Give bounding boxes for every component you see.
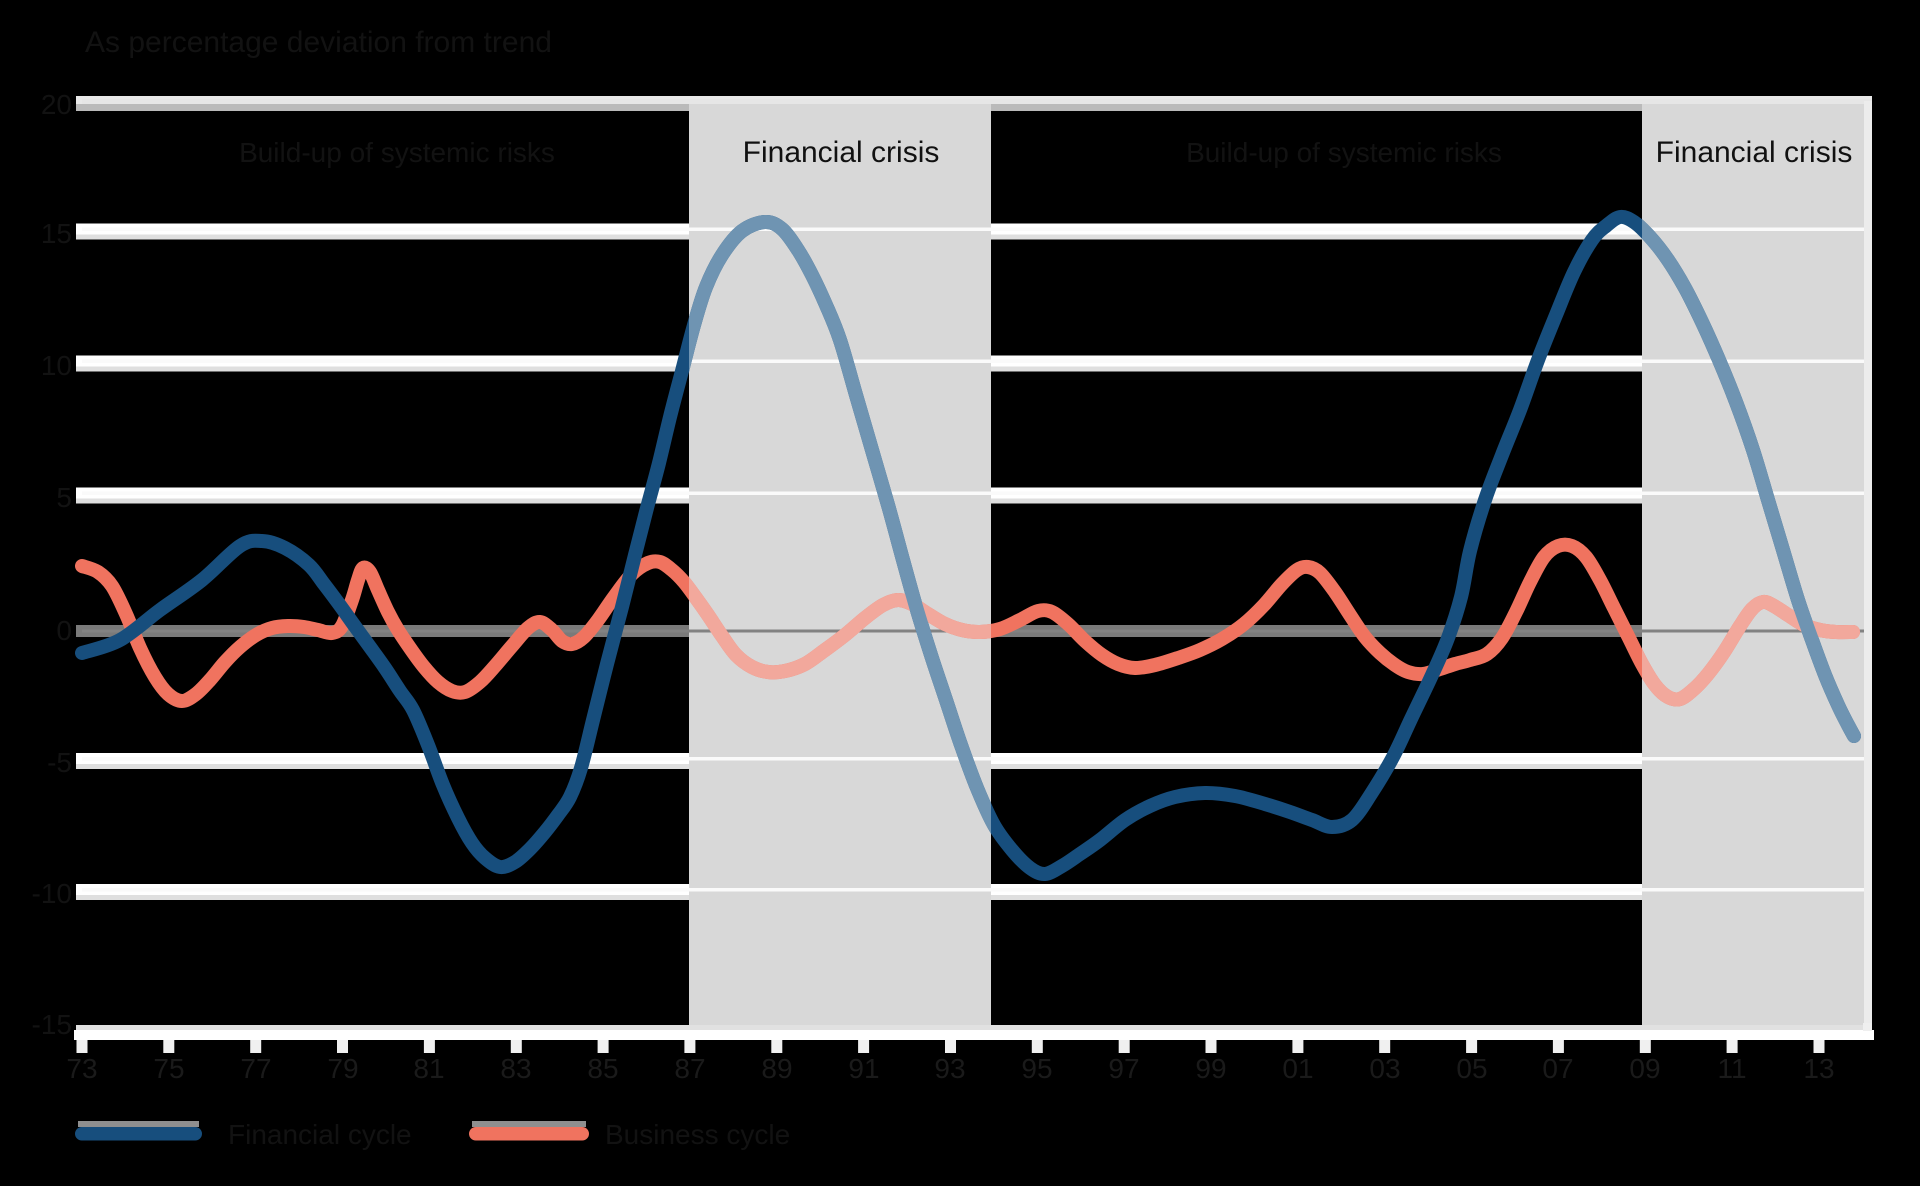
svg-text:Business cycle: Business cycle [605, 1119, 790, 1150]
svg-text:93: 93 [934, 1053, 965, 1084]
svg-text:01: 01 [1282, 1053, 1313, 1084]
svg-text:07: 07 [1542, 1053, 1573, 1084]
svg-text:Build-up of systemic risks: Build-up of systemic risks [239, 137, 555, 168]
svg-text:89: 89 [761, 1053, 792, 1084]
svg-text:15: 15 [41, 218, 72, 249]
svg-text:03: 03 [1369, 1053, 1400, 1084]
svg-text:81: 81 [413, 1053, 444, 1084]
svg-text:73: 73 [66, 1053, 97, 1084]
svg-text:Financial crisis: Financial crisis [743, 136, 940, 169]
svg-text:-15: -15 [32, 1009, 72, 1040]
svg-text:As percentage deviation from t: As percentage deviation from trend [85, 26, 552, 59]
svg-text:05: 05 [1456, 1053, 1487, 1084]
svg-text:5: 5 [56, 482, 72, 513]
svg-text:Build-up of systemic risks: Build-up of systemic risks [1186, 137, 1502, 168]
svg-text:97: 97 [1108, 1053, 1139, 1084]
svg-text:13: 13 [1803, 1053, 1834, 1084]
svg-text:91: 91 [848, 1053, 879, 1084]
svg-text:99: 99 [1195, 1053, 1226, 1084]
svg-text:11: 11 [1717, 1053, 1746, 1084]
svg-text:10: 10 [41, 350, 72, 381]
svg-text:Financial crisis: Financial crisis [1656, 136, 1853, 169]
svg-text:79: 79 [327, 1053, 358, 1084]
svg-text:0: 0 [56, 615, 72, 646]
svg-text:87: 87 [674, 1053, 705, 1084]
svg-text:09: 09 [1629, 1053, 1660, 1084]
svg-text:83: 83 [500, 1053, 531, 1084]
svg-text:-5: -5 [47, 747, 72, 778]
svg-text:20: 20 [41, 89, 72, 120]
svg-text:75: 75 [153, 1053, 184, 1084]
svg-text:Financial cycle: Financial cycle [228, 1119, 412, 1150]
svg-text:95: 95 [1021, 1053, 1052, 1084]
svg-text:85: 85 [587, 1053, 618, 1084]
svg-text:77: 77 [240, 1053, 271, 1084]
svg-text:-10: -10 [32, 878, 72, 909]
